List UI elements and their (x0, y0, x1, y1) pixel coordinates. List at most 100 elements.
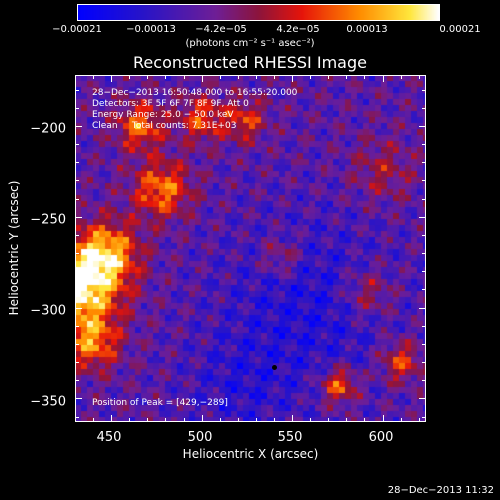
axis-tick (75, 75, 76, 79)
axis-tick (237, 75, 239, 79)
axis-tick (422, 162, 426, 164)
axis-tick (422, 307, 426, 309)
axis-tick (364, 418, 366, 422)
axis-tick (75, 144, 79, 146)
axis-tick (422, 144, 426, 146)
axis-tick (292, 75, 294, 79)
axis-tick (75, 198, 79, 200)
axis-tick (418, 418, 420, 422)
axis-tick (274, 418, 276, 422)
peak-position-label: Position of Peak = [429,−289] (92, 398, 228, 408)
axis-tick (422, 198, 426, 200)
axis-tick (422, 362, 426, 364)
axis-tick (346, 418, 348, 422)
axis-tick (422, 325, 426, 327)
axis-tick (422, 380, 426, 382)
axis-tick (422, 89, 426, 91)
axis-tick (147, 418, 149, 422)
colorbar-tick-label: 4.2e−05 (276, 24, 320, 35)
axis-tick (165, 418, 167, 422)
y-tick-label: −300 (30, 303, 66, 319)
axis-tick (129, 418, 131, 422)
axis-tick (183, 75, 185, 79)
axis-tick (75, 380, 79, 382)
axis-tick (422, 180, 426, 182)
axis-tick (422, 216, 426, 218)
axis-tick (237, 418, 239, 422)
axis-tick (418, 75, 420, 79)
axis-tick (201, 75, 203, 79)
axis-tick (274, 75, 276, 79)
axis-tick (75, 418, 76, 422)
y-tick-label: −250 (30, 212, 66, 228)
axis-tick (75, 416, 79, 418)
axis-tick (147, 75, 149, 79)
axis-tick (75, 343, 79, 345)
axis-tick (111, 75, 113, 79)
axis-tick (422, 289, 426, 291)
annotation-detectors: Detectors: 3F 5F 6F 7F 8F 9F, Att 0 (92, 99, 249, 109)
axis-tick (422, 125, 426, 127)
rhessi-image-map (75, 75, 426, 422)
colorbar-tick-label: 0.00021 (439, 24, 481, 35)
axis-tick (422, 234, 426, 236)
y-axis-label: Heliocentric Y (arcsec) (7, 180, 21, 316)
axis-tick (328, 418, 330, 422)
axis-tick (165, 75, 167, 79)
annotation-time-range: 28−Dec−2013 16:50:48.000 to 16:55:20.000 (92, 88, 298, 98)
axis-tick (75, 162, 79, 164)
axis-tick (422, 253, 426, 255)
annotation-clean-counts: Clean Total counts: 7.31E+03 (92, 121, 237, 131)
axis-tick (129, 75, 131, 79)
colorbar-tick-label: −0.00021 (52, 24, 102, 35)
peak-marker (271, 364, 277, 370)
axis-tick (292, 418, 294, 422)
axis-tick (75, 362, 79, 364)
axis-tick (382, 75, 384, 79)
x-tick-label: 550 (277, 430, 303, 445)
axis-tick (93, 75, 95, 79)
axis-tick (255, 418, 257, 422)
axis-tick (75, 89, 79, 91)
axis-tick (400, 418, 402, 422)
axis-tick (219, 75, 221, 79)
colorbar-tick-label: 0.00013 (346, 24, 388, 35)
axis-tick (93, 418, 95, 422)
axis-tick (75, 398, 79, 400)
axis-tick (310, 418, 312, 422)
annotation-energy-range: Energy Range: 25.0 − 50.0 keV (92, 110, 234, 120)
x-tick-label: 500 (187, 430, 213, 445)
x-tick-label: 600 (368, 430, 394, 445)
chart-title: Reconstructed RHESSI Image (133, 53, 367, 72)
axis-tick (422, 271, 426, 273)
x-axis-label: Heliocentric X (arcsec) (182, 447, 319, 461)
axis-tick (75, 125, 79, 127)
axis-tick (422, 343, 426, 345)
axis-tick (328, 75, 330, 79)
axis-tick (75, 234, 79, 236)
axis-tick (201, 418, 203, 422)
colorbar-tick-label: −0.00013 (126, 24, 176, 35)
colorbar-unit-label: (photons cm⁻² s⁻¹ asec⁻²) (185, 38, 315, 49)
axis-tick (400, 75, 402, 79)
axis-tick (183, 418, 185, 422)
axis-tick (310, 75, 312, 79)
axis-tick (219, 418, 221, 422)
axis-tick (75, 271, 79, 273)
axis-tick (346, 75, 348, 79)
axis-tick (75, 307, 79, 309)
axis-tick (422, 398, 426, 400)
y-tick-label: −200 (30, 121, 66, 137)
axis-tick (75, 289, 79, 291)
axis-tick (422, 416, 426, 418)
colorbar-tick-label: −4.2e−05 (195, 24, 247, 35)
axis-tick (255, 75, 257, 79)
plot-timestamp: 28−Dec−2013 11:32 (387, 485, 494, 496)
axis-tick (75, 107, 79, 109)
axis-tick (382, 418, 384, 422)
axis-tick (75, 325, 79, 327)
axis-tick (422, 107, 426, 109)
axis-tick (111, 418, 113, 422)
colorbar (77, 4, 440, 21)
